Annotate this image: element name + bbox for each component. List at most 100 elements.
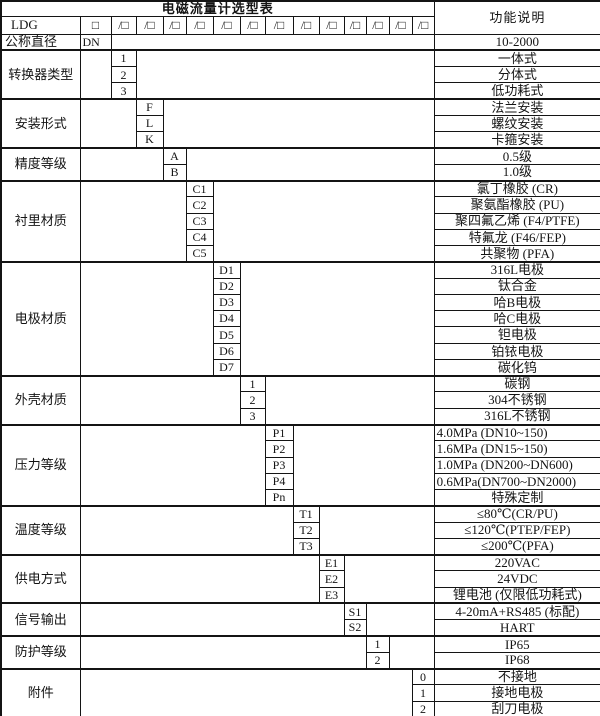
spacer-cell [79, 423, 266, 507]
code-cell: D4 [212, 310, 241, 328]
desc-cell: 10-2000 [433, 33, 600, 51]
desc-cell: 0.6MPa(DN700~DN2000) [433, 472, 600, 491]
spacer-cell [264, 374, 435, 426]
code-cell: K [135, 131, 164, 149]
code-cell: T2 [292, 521, 320, 539]
section-label: 温度等级 [0, 504, 81, 556]
model-slot: /□ [318, 15, 345, 35]
section-label: 外壳材质 [0, 374, 81, 426]
desc-cell: 分体式 [433, 66, 600, 84]
table-title: 电磁流量计选型表 [0, 0, 435, 17]
code-cell: Pn [264, 489, 294, 507]
section-label: 公称直径 [0, 33, 81, 51]
spacer-cell [135, 49, 435, 100]
spacer-cell [79, 634, 367, 669]
section-label: 附件 [0, 667, 81, 716]
desc-cell: 接地电极 [433, 684, 600, 702]
code-cell: 2 [411, 700, 435, 716]
model-slot: /□ [110, 15, 137, 35]
model-slot: /□ [365, 15, 390, 35]
spacer-cell [79, 98, 137, 149]
section-label: 电极材质 [0, 260, 81, 377]
code-cell: 1 [365, 634, 390, 653]
code-cell: C4 [185, 228, 214, 247]
desc-cell: 0.5级 [433, 146, 600, 165]
desc-cell: 碳钢 [433, 374, 600, 393]
spacer-cell [79, 147, 164, 182]
desc-cell: 220VAC [433, 553, 600, 572]
code-cell: P3 [264, 456, 294, 474]
function-column-header: 功能说明 [433, 0, 600, 35]
code-cell: 3 [110, 82, 137, 100]
spacer-cell [212, 179, 435, 263]
desc-cell: 铂铱电极 [433, 342, 600, 360]
spacer-cell [318, 504, 435, 556]
desc-cell: ≤120℃(PTEP/FEP) [433, 521, 600, 539]
model-slot: /□ [135, 15, 164, 35]
code-cell: F [135, 98, 164, 116]
code-cell: DN [79, 33, 112, 51]
code-cell: 2 [110, 66, 137, 84]
desc-cell: 不接地 [433, 667, 600, 686]
desc-cell: 1.0级 [433, 163, 600, 182]
desc-cell: IP68 [433, 651, 600, 670]
spacer-cell [79, 667, 413, 716]
desc-cell: 卡箍安装 [433, 131, 600, 149]
desc-cell: 聚四氟乙烯 (F4/PTFE) [433, 212, 600, 230]
desc-cell: 特殊定制 [433, 489, 600, 507]
code-cell: E2 [318, 570, 345, 588]
desc-cell: 一体式 [433, 49, 600, 68]
code-cell: E1 [318, 553, 345, 572]
code-cell: B [162, 163, 187, 182]
code-cell: P4 [264, 472, 294, 491]
code-cell: A [162, 146, 187, 165]
code-cell: 1 [239, 374, 266, 393]
spacer-cell [388, 634, 435, 669]
desc-cell: 碳化钨 [433, 358, 600, 377]
model-slot: /□ [239, 15, 266, 35]
spacer-cell [79, 49, 112, 100]
spacer-cell [79, 553, 320, 604]
desc-cell: 哈B电极 [433, 293, 600, 312]
code-cell: P1 [264, 423, 294, 442]
code-cell: 2 [365, 651, 390, 670]
desc-cell: 316L电极 [433, 260, 600, 279]
code-cell: D6 [212, 342, 241, 360]
code-cell: D7 [212, 358, 241, 377]
desc-cell: 1.0MPa (DN200~DN600) [433, 456, 600, 474]
code-cell: D1 [212, 260, 241, 279]
code-cell: D3 [212, 293, 241, 312]
spacer-cell [79, 602, 345, 637]
desc-cell: 1.6MPa (DN15~150) [433, 440, 600, 458]
spacer-cell [239, 260, 435, 377]
model-base-slot: □ [79, 15, 112, 35]
code-cell: 0 [411, 667, 435, 686]
desc-cell: 24VDC [433, 570, 600, 588]
code-cell: D5 [212, 326, 241, 344]
desc-cell: IP65 [433, 634, 600, 653]
desc-cell: 低功耗式 [433, 82, 600, 100]
code-cell: C3 [185, 212, 214, 230]
desc-cell: HART [433, 619, 600, 637]
model-prefix: LDG [0, 15, 81, 35]
section-label: 信号输出 [0, 602, 81, 637]
code-cell: S1 [343, 602, 367, 621]
model-slot: /□ [264, 15, 294, 35]
model-slot: /□ [411, 15, 435, 35]
code-cell: C5 [185, 245, 214, 263]
code-cell: T1 [292, 504, 320, 523]
section-label: 精度等级 [0, 147, 81, 182]
model-slot: /□ [185, 15, 214, 35]
desc-cell: 316L不锈钢 [433, 407, 600, 426]
desc-cell: 螺纹安装 [433, 114, 600, 133]
code-cell: 1 [411, 684, 435, 702]
section-label: 衬里材质 [0, 179, 81, 263]
desc-cell: 哈C电极 [433, 310, 600, 328]
model-slot: /□ [292, 15, 320, 35]
code-cell: P2 [264, 440, 294, 458]
desc-cell: 4.0MPa (DN10~150) [433, 423, 600, 442]
desc-cell: ≤80℃(CR/PU) [433, 504, 600, 523]
spacer-cell [343, 553, 435, 604]
